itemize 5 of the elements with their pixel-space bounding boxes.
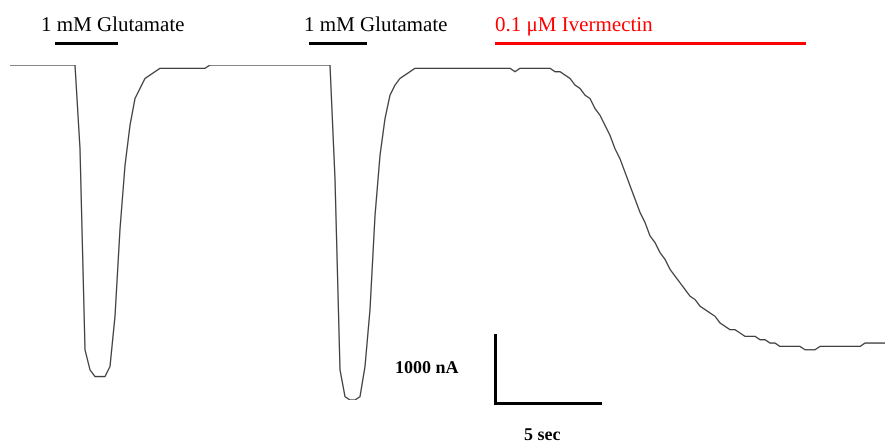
text: 5 sec [524, 424, 560, 442]
text: 0.1 μM Ivermectin [495, 12, 653, 36]
text: 1 mM Glutamate [304, 12, 448, 36]
annotation: 1000 nA [395, 357, 459, 377]
text: 1 mM Glutamate [41, 12, 184, 36]
